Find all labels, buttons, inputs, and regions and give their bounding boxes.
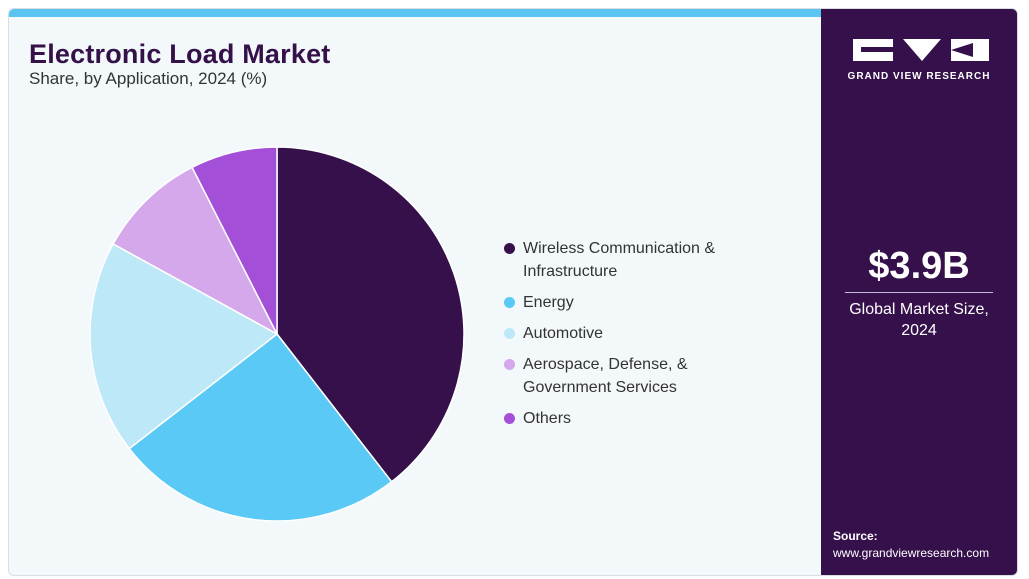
sidebar: GRAND VIEW RESEARCH $3.9B Global Market … bbox=[821, 9, 1017, 575]
accent-bar bbox=[9, 9, 821, 17]
chart-card: Electronic Load Market Share, by Applica… bbox=[8, 8, 1018, 576]
source-url[interactable]: www.grandviewresearch.com bbox=[833, 546, 990, 560]
legend-item-aerospace: Aerospace, Defense, & Government Service… bbox=[501, 353, 781, 399]
market-size-value: $3.9B bbox=[868, 245, 970, 287]
legend-marker bbox=[504, 243, 515, 254]
chart-subtitle: Share, by Application, 2024 (%) bbox=[29, 69, 268, 88]
legend-label: Others bbox=[523, 410, 572, 427]
market-label-line1: Global Market Size, bbox=[849, 301, 989, 318]
market-label-line2: 2024 bbox=[901, 322, 937, 339]
legend-label: Energy bbox=[523, 294, 574, 311]
pie-chart bbox=[89, 146, 465, 522]
brand-name: GRAND VIEW RESEARCH bbox=[847, 71, 991, 82]
legend-label-line2: Government Services bbox=[523, 379, 677, 396]
legend-label: Aerospace, Defense, & bbox=[523, 356, 688, 373]
legend-label: Automotive bbox=[523, 325, 604, 342]
chart-title: Electronic Load Market bbox=[29, 39, 331, 69]
market-size-label: Global Market Size, 2024 bbox=[831, 299, 1007, 341]
legend-item-wireless: Wireless Communication & Infrastructure bbox=[501, 237, 781, 283]
pie-slice-others bbox=[191, 146, 278, 335]
pie-slice-automotive bbox=[89, 242, 279, 450]
legend: Wireless Communication & Infrastructure … bbox=[501, 237, 781, 438]
legend-item-energy: Energy bbox=[501, 291, 781, 314]
divider bbox=[845, 292, 993, 293]
legend-marker bbox=[504, 413, 515, 424]
legend-marker bbox=[504, 297, 515, 308]
pie-slice-wireless-communication-infrastructure bbox=[276, 146, 465, 483]
legend-item-others: Others bbox=[501, 407, 781, 430]
legend-marker bbox=[504, 359, 515, 370]
grand-view-research-logo bbox=[853, 39, 989, 61]
legend-marker bbox=[504, 328, 515, 339]
legend-label: Wireless Communication & bbox=[523, 240, 716, 257]
legend-label-line2: Infrastructure bbox=[523, 263, 618, 280]
pie-slice-aerospace-defense-government-services bbox=[112, 166, 279, 336]
pie-slice-energy bbox=[128, 332, 393, 522]
source-label: Source: bbox=[833, 529, 878, 543]
legend-item-automotive: Automotive bbox=[501, 322, 781, 345]
